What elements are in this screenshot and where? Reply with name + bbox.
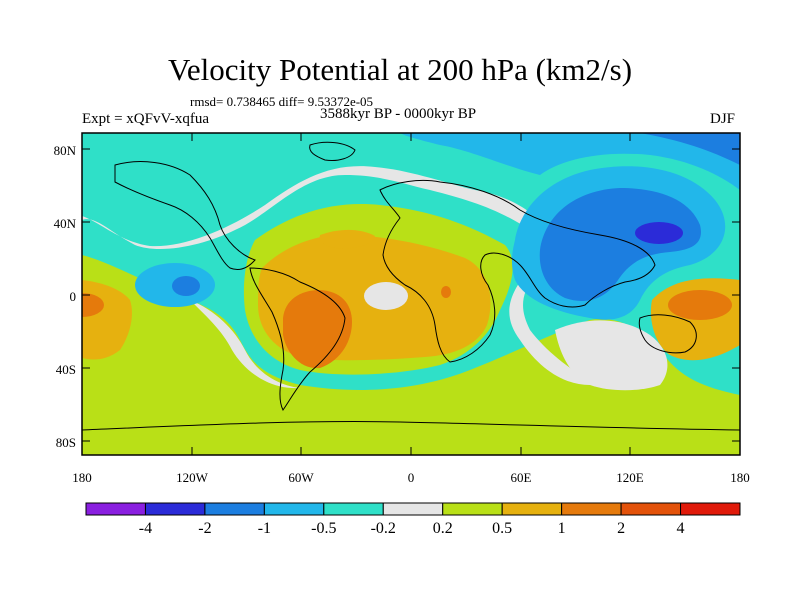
colorbar-box-2 (204, 502, 265, 516)
chart-title: Velocity Potential at 200 hPa (km2/s) (167, 52, 633, 87)
colorbar-box-5 (382, 502, 444, 516)
lat-label-40n: 40N (53, 216, 76, 231)
colorbar-box-8 (561, 502, 622, 516)
lat-label-80s: 80S (55, 435, 76, 450)
colorbar-label-7: 1 (557, 520, 566, 537)
colorbar-label-0: -4 (138, 520, 153, 537)
lon-label-60w: 60W (288, 470, 314, 485)
colorbar-label-6: 0.5 (492, 520, 513, 537)
coastlines (82, 141, 740, 431)
experiment-label: Expt = xQFvV-xqfua (82, 111, 210, 127)
lon-label-60e: 60E (510, 470, 532, 485)
colorbar-label-4: -0.2 (370, 520, 396, 537)
stats-line: rmsd= 0.738465 diff= 9.53372e-05 (190, 94, 374, 109)
colorbar-box-4 (323, 502, 384, 516)
colorbar-box-10 (680, 502, 741, 516)
colorbar-label-5: 0.2 (432, 520, 453, 537)
season-label: DJF (710, 111, 736, 127)
period-label: 3588kyr BP - 0000kyr BP (320, 106, 477, 122)
band-pos-1 (283, 290, 352, 369)
band-neg-4-japan (635, 222, 683, 244)
lat-label-0: 0 (69, 289, 77, 304)
colorbar-label-8: 2 (617, 520, 626, 537)
colorbar-label-1: -2 (198, 520, 212, 537)
lon-label-180w: 180 (72, 470, 92, 485)
colorbar-label-3: -0.5 (311, 520, 337, 537)
colorbar-box-6 (442, 502, 503, 516)
axis-ticks (82, 133, 740, 455)
colorbar-box-7 (501, 502, 563, 516)
contour-fields (82, 133, 740, 455)
band-pos-0.2 (82, 255, 740, 455)
band-white-south (555, 320, 668, 391)
colorbar-box-0 (85, 502, 146, 516)
band-neg-2-asia (539, 188, 701, 301)
colorbar-label-9: 4 (676, 520, 685, 537)
colorbar-label-2: -1 (257, 520, 272, 537)
lon-label-180e: 180 (730, 470, 750, 485)
lat-label-40s: 40S (55, 362, 76, 377)
colorbar-box-3 (263, 502, 325, 516)
colorbar-box-1 (144, 502, 206, 516)
atlantic-hole (364, 282, 408, 310)
lon-label-120w: 120W (176, 470, 208, 485)
lon-label-120e: 120E (616, 470, 644, 485)
lat-label-80n: 80N (53, 143, 76, 158)
colorbar-box-9 (620, 502, 682, 516)
lon-label-0: 0 (407, 470, 415, 485)
